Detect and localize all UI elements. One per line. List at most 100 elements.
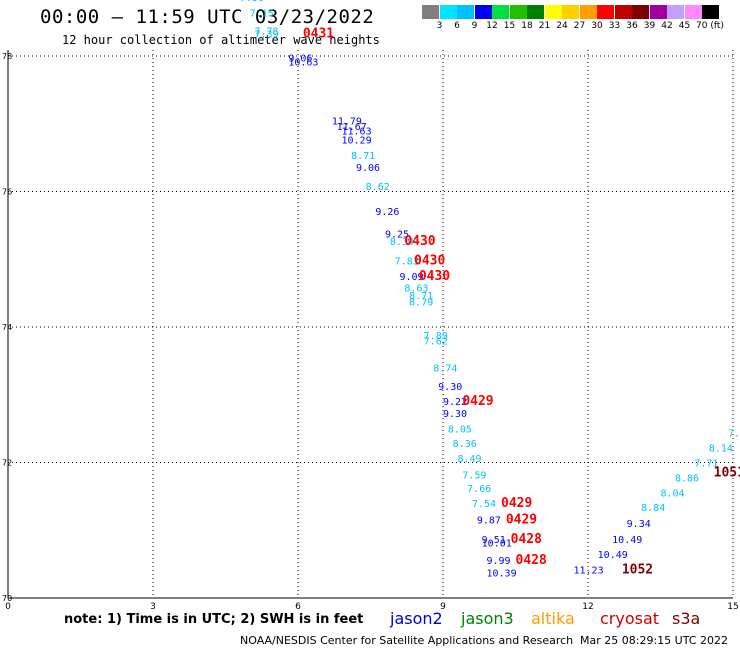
data-point-label: 7.39: [255, 30, 279, 41]
data-point-label: 0429: [506, 512, 537, 527]
legend-swatch: [632, 5, 649, 19]
data-point-label: 1051: [714, 466, 740, 481]
satellite-jason3: jason3: [461, 609, 514, 628]
legend-swatch: [544, 5, 562, 19]
data-point-label: 7.78: [255, 26, 279, 37]
data-point-label: 9.06: [356, 163, 380, 174]
x-tick-label: 6: [295, 602, 301, 612]
data-point-label: 11.63: [342, 127, 372, 138]
legend-label: 30: [591, 21, 603, 31]
data-point-label: 9.87: [477, 515, 501, 526]
data-point-label: 10.49: [598, 550, 628, 561]
data-point-label: 7.54: [472, 499, 496, 510]
legend-label: 21: [538, 21, 551, 31]
legend-swatch: [422, 5, 439, 19]
data-point-label: 8.36: [453, 439, 477, 450]
credit-line: NOAA/NESDIS Center for Satellite Applica…: [240, 634, 574, 647]
legend-label: 27: [573, 21, 586, 31]
legend-label: 45: [678, 21, 691, 31]
legend-label: 36: [626, 21, 638, 31]
x-tick-label: 12: [582, 602, 593, 612]
y-tick-label: 72: [2, 459, 12, 468]
legend-swatch: [614, 5, 632, 19]
x-tick-label: 3: [150, 602, 156, 612]
data-point-label: 9.99: [487, 556, 511, 567]
data-point-label: 7.50: [240, 0, 264, 4]
satellite-s3a: s3a: [672, 609, 701, 628]
legend-label: 39: [643, 21, 656, 31]
legend-swatch: [509, 5, 527, 19]
y-tick-label: 74: [2, 323, 12, 332]
data-point-label: 8.79: [409, 297, 433, 308]
data-point-label: 0430: [419, 269, 450, 284]
data-point-label: 7.62: [424, 337, 448, 348]
data-point-label: 8.84: [641, 503, 665, 514]
legend-swatch: [457, 5, 474, 19]
data-point-label: 8.62: [366, 182, 390, 193]
data-point-label: 11.23: [574, 566, 604, 577]
data-point-label: 9.51: [482, 535, 506, 546]
legend-swatch: [649, 5, 667, 19]
data-point-label: 10.49: [612, 535, 642, 546]
data-point-label: 9.06: [288, 53, 312, 64]
data-point-label: 0430: [404, 234, 435, 249]
data-point-label: 8.71: [351, 151, 375, 162]
data-point-label: 9.26: [375, 207, 399, 218]
data-point-label: 0430: [414, 254, 445, 269]
legend-swatch: [527, 5, 544, 19]
data-point-label: 9.34: [627, 519, 651, 530]
legend-label: 42: [661, 21, 673, 31]
data-point-label: 8.63: [404, 284, 428, 295]
page-subtitle: 12 hour collection of altimeter wave hei…: [62, 33, 380, 47]
data-point-label: 7.59: [462, 471, 486, 482]
data-point-label: 0431: [303, 27, 334, 42]
legend-label: 70 (ft): [696, 21, 724, 31]
data-point-label: 8.05: [448, 425, 472, 436]
page-title: 00:00 – 11:59 UTC 03/23/2022: [40, 6, 375, 28]
legend-swatch: [597, 5, 614, 19]
legend-swatch: [667, 5, 684, 19]
data-point-label: 0428: [511, 532, 542, 547]
data-point-label: 9.30: [443, 409, 467, 420]
legend-label: 24: [556, 21, 568, 31]
data-point-label: 10.29: [342, 135, 372, 146]
data-point-label: 7.15: [250, 9, 274, 20]
data-point-label: 9.22: [443, 397, 467, 408]
data-point-label: 8.04: [661, 488, 685, 499]
footnote: note: 1) Time is in UTC; 2) SWH is in fe…: [64, 612, 364, 627]
data-point-label: 7.89: [424, 331, 448, 342]
data-point-label: 7.83: [395, 257, 419, 268]
data-point-label: 0428: [516, 553, 547, 568]
legend-swatch: [562, 5, 579, 19]
satellite-cryosat: cryosat: [600, 609, 660, 628]
legend-swatch: [474, 5, 492, 19]
y-tick-label: 78: [2, 52, 12, 61]
data-point-label: 9.30: [438, 382, 462, 393]
data-point-label: 8.14: [709, 444, 733, 455]
data-point-label: 9.09: [400, 272, 424, 283]
generated-timestamp: Mar 25 08:29:15 UTC 2022: [580, 634, 728, 647]
data-point-label: 8.49: [458, 454, 482, 465]
data-point-label: 0429: [462, 394, 493, 409]
data-point-label: 8.34: [390, 237, 414, 248]
data-point-label: 7.4: [728, 429, 740, 440]
legend-swatch: [439, 5, 457, 19]
data-point-label: 10.01: [482, 538, 512, 549]
data-point-label: 10.39: [487, 568, 517, 579]
data-point-label: 8.74: [433, 364, 457, 375]
legend-swatch: [492, 5, 509, 19]
x-tick-label: 9: [440, 602, 446, 612]
legend-swatch: [702, 5, 719, 19]
legend-label: 18: [521, 21, 533, 31]
data-point-label: 11.67: [337, 122, 367, 133]
y-tick-label: 70: [2, 594, 12, 603]
legend-label: 9: [471, 21, 478, 31]
data-point-label: 7.71: [694, 459, 718, 470]
x-tick-label: 0: [5, 602, 11, 612]
satellite-altika: altika: [531, 609, 575, 628]
data-point-label: 10.63: [288, 57, 318, 68]
legend-swatch: [684, 5, 702, 19]
data-point-label: 8.86: [675, 473, 699, 484]
legend-swatch: [579, 5, 597, 19]
